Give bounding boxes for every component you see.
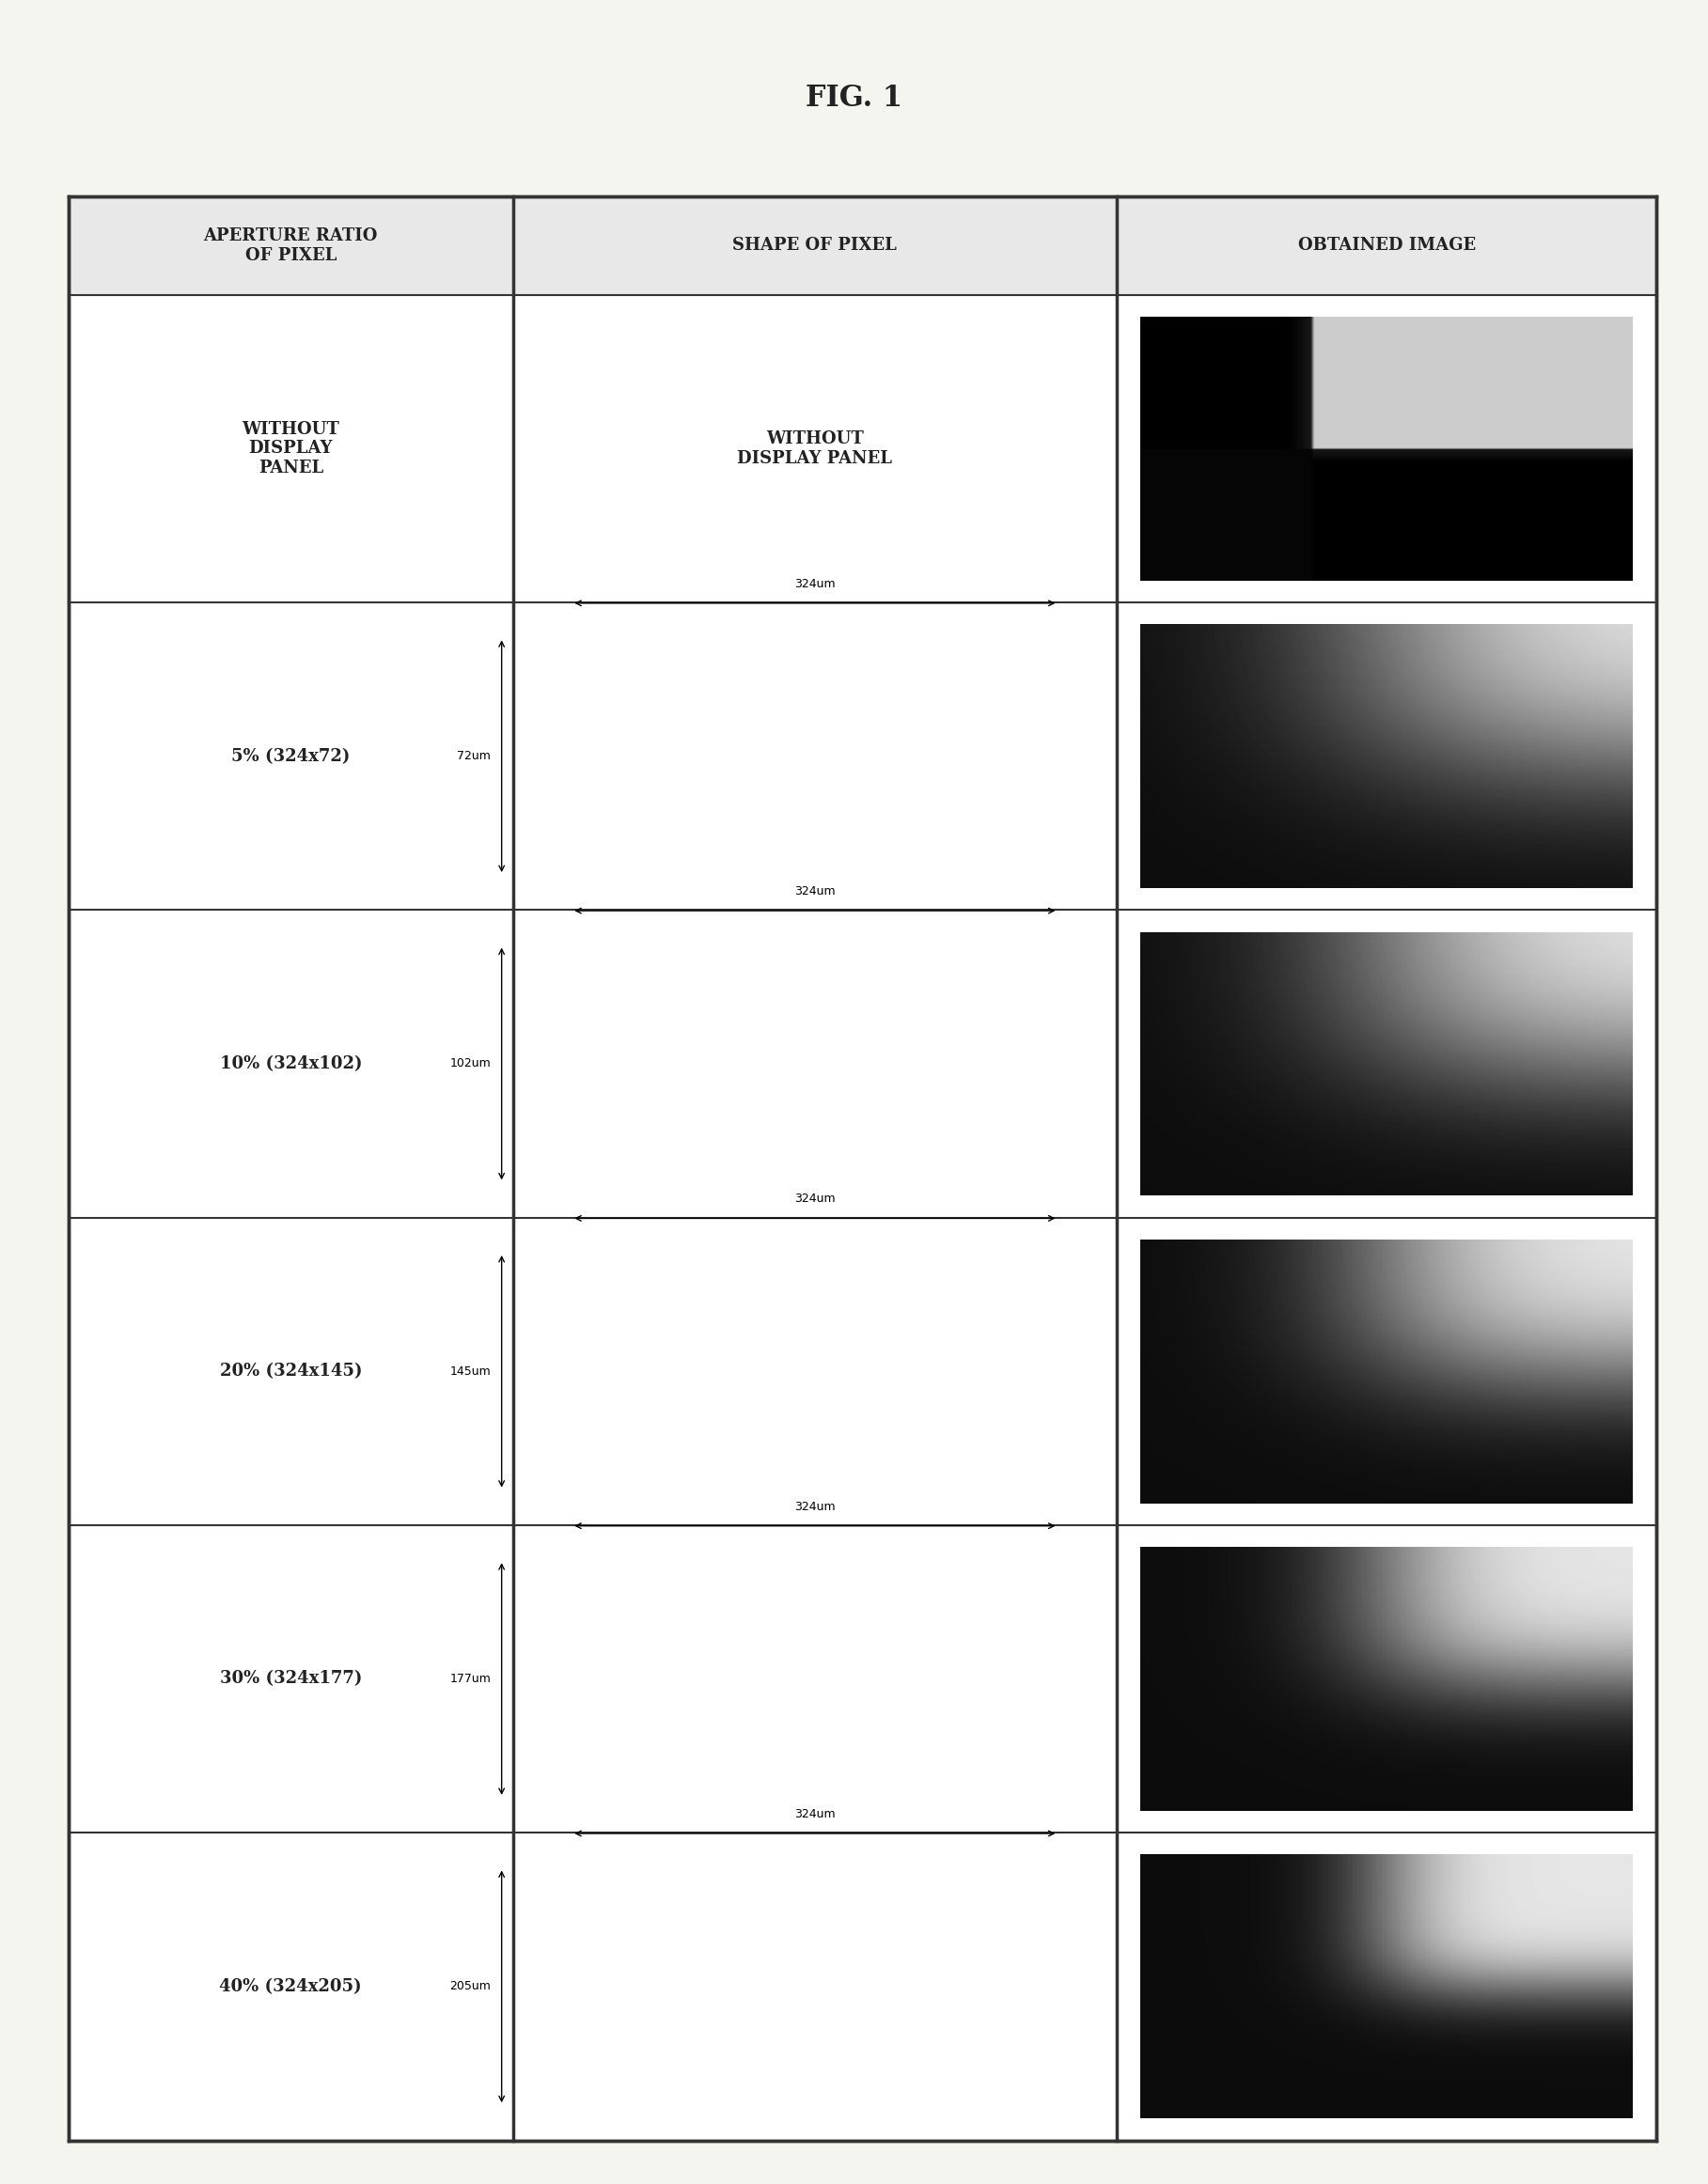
Text: 324um: 324um <box>794 885 835 898</box>
Text: 324um: 324um <box>794 1808 835 1819</box>
Text: 324um: 324um <box>794 1500 835 1514</box>
Text: 30% (324x177): 30% (324x177) <box>220 1671 362 1688</box>
Text: 10% (324x102): 10% (324x102) <box>220 1055 362 1072</box>
Text: 40% (324x205): 40% (324x205) <box>219 1979 362 1994</box>
Text: SHAPE OF PIXEL: SHAPE OF PIXEL <box>733 238 897 253</box>
Bar <box>688 1618 941 1741</box>
Bar <box>670 1915 960 2057</box>
Text: 324um: 324um <box>794 579 835 590</box>
Text: WITHOUT
DISPLAY PANEL: WITHOUT DISPLAY PANEL <box>738 430 893 467</box>
Text: OBTAINED IMAGE: OBTAINED IMAGE <box>1298 238 1476 253</box>
Text: 5% (324x72): 5% (324x72) <box>231 747 350 764</box>
Bar <box>763 732 866 782</box>
Text: 102um: 102um <box>449 1057 490 1070</box>
Text: APERTURE RATIO
OF PIXEL: APERTURE RATIO OF PIXEL <box>203 227 377 264</box>
Bar <box>68 197 1657 2140</box>
Text: FIG. 1: FIG. 1 <box>806 83 902 114</box>
Text: WITHOUT
DISPLAY
PANEL: WITHOUT DISPLAY PANEL <box>243 422 340 476</box>
Text: 20% (324x145): 20% (324x145) <box>220 1363 362 1380</box>
Text: 177um: 177um <box>449 1673 490 1686</box>
Text: 205um: 205um <box>449 1981 490 1992</box>
Bar <box>712 1321 917 1422</box>
Bar <box>743 1029 888 1099</box>
Bar <box>68 197 512 295</box>
Text: 324um: 324um <box>794 1192 835 1206</box>
Text: 145um: 145um <box>449 1365 490 1378</box>
Text: 72um: 72um <box>458 749 490 762</box>
Bar <box>68 197 1657 2140</box>
Bar <box>512 197 1117 295</box>
Bar <box>1117 197 1657 295</box>
